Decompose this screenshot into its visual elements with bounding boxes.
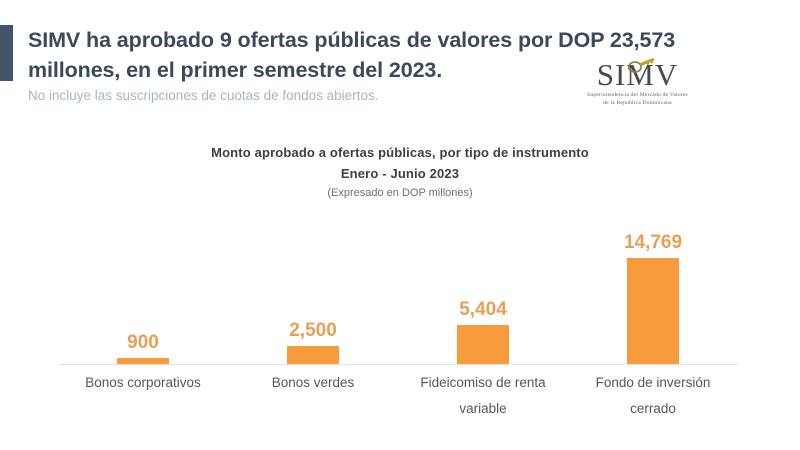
category-label: Fideicomiso de renta variable [398, 370, 568, 422]
category-label: Bonos verdes [228, 370, 398, 396]
chart-title-block: Monto aprobado a ofertas públicas, por t… [0, 130, 800, 203]
bar-value-label: 5,404 [459, 299, 507, 320]
category-label: Fondo de inversión cerrado [568, 370, 738, 422]
key-magnifier-icon [627, 57, 655, 73]
bar-group: 5,404 Fideicomiso de renta variable [398, 130, 568, 416]
chart-period-subtitle: Enero - Junio 2023 [340, 166, 460, 181]
bar-chart: Monto aprobado a ofertas públicas, por t… [0, 130, 800, 450]
bar[interactable] [287, 346, 339, 364]
bar-column: 900 [117, 130, 169, 364]
category-axis-line [58, 364, 738, 365]
category-label-line: cerrado [630, 401, 676, 416]
bar[interactable] [627, 258, 679, 364]
category-label-line: Bonos corporativos [85, 375, 201, 390]
bar-column: 2,500 [287, 130, 339, 364]
category-label-line: Fondo de inversión [595, 375, 711, 390]
category-label-line: Bonos verdes [271, 375, 355, 390]
bar[interactable] [457, 325, 509, 364]
category-label-line: variable [459, 401, 507, 416]
bar-value-label: 14,769 [623, 232, 683, 253]
bar-value-label: 2,500 [289, 320, 337, 341]
header-banner: SIMV ha aprobado 9 ofertas públicas de v… [0, 0, 800, 128]
simv-logo: SIMV Superintendencia del Mercado de Val… [565, 58, 710, 116]
logo-mark: SIMV [565, 58, 710, 92]
bar-group: 2,500 Bonos verdes [228, 130, 398, 390]
logo-subtitle-line-1: Superintendencia del Mercado de Valores [587, 92, 688, 98]
logo-subtitle-line-2: de la República Dominicana [603, 99, 672, 106]
category-label-line: Fideicomiso de renta [420, 375, 546, 390]
bar-column: 5,404 [457, 130, 509, 364]
category-label: Bonos corporativos [58, 370, 228, 396]
bar-group: 14,769 Fondo de inversión cerrado [568, 130, 738, 416]
bar-value-label: 900 [127, 332, 159, 353]
page-subtitle-note: No incluye las suscripciones de cuotas d… [28, 88, 379, 103]
chart-title: Monto aprobado a ofertas públicas, por t… [211, 145, 589, 160]
bar[interactable] [117, 358, 169, 364]
bar-group: 900 Bonos corporativos [58, 130, 228, 390]
accent-bar [0, 25, 13, 81]
chart-unit-note: (Expresado en DOP millones) [327, 187, 473, 199]
page-title: SIMV ha aprobado 9 ofertas públicas de v… [28, 28, 676, 82]
bar-column: 14,769 [624, 130, 682, 364]
plot-area: 900 Bonos corporativos 2,500 Bonos verdes 5,… [58, 130, 738, 450]
